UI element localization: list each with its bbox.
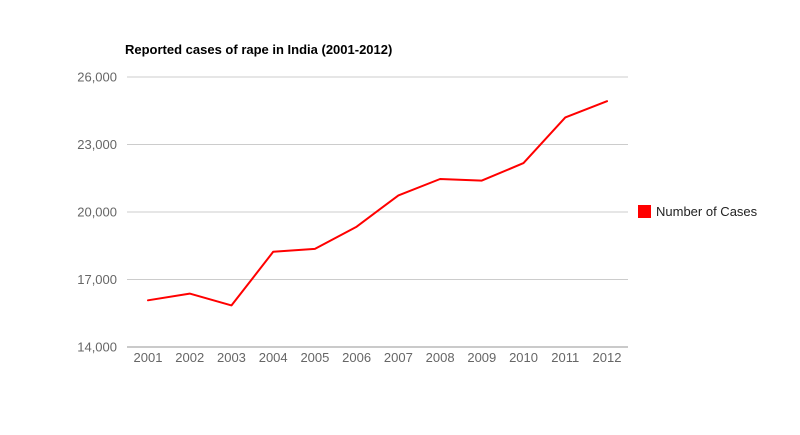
legend: Number of Cases	[638, 204, 757, 219]
y-axis-tick-label: 14,000	[77, 340, 117, 355]
x-axis-tick-label: 2012	[593, 350, 622, 365]
y-axis-tick-label: 26,000	[77, 70, 117, 85]
x-axis-tick-label: 2011	[551, 350, 579, 365]
x-axis-tick-label: 2009	[467, 350, 496, 365]
x-axis-tick-label: 2010	[509, 350, 538, 365]
y-axis-tick-label: 23,000	[77, 137, 117, 152]
y-axis-tick-label: 17,000	[77, 272, 117, 287]
x-axis-tick-label: 2002	[175, 350, 204, 365]
x-axis-tick-label: 2008	[426, 350, 455, 365]
x-axis-tick-label: 2007	[384, 350, 413, 365]
x-axis-tick-label: 2005	[300, 350, 329, 365]
x-axis-tick-label: 2001	[134, 350, 163, 365]
x-axis-tick-label: 2004	[259, 350, 288, 365]
legend-swatch-icon	[638, 205, 651, 218]
chart-title: Reported cases of rape in India (2001-20…	[125, 42, 393, 57]
legend-label: Number of Cases	[656, 204, 758, 219]
x-axis-tick-label: 2003	[217, 350, 246, 365]
y-axis-tick-label: 20,000	[77, 205, 117, 220]
x-axis-tick-label: 2006	[342, 350, 371, 365]
series-line-number-of-cases	[147, 100, 608, 307]
